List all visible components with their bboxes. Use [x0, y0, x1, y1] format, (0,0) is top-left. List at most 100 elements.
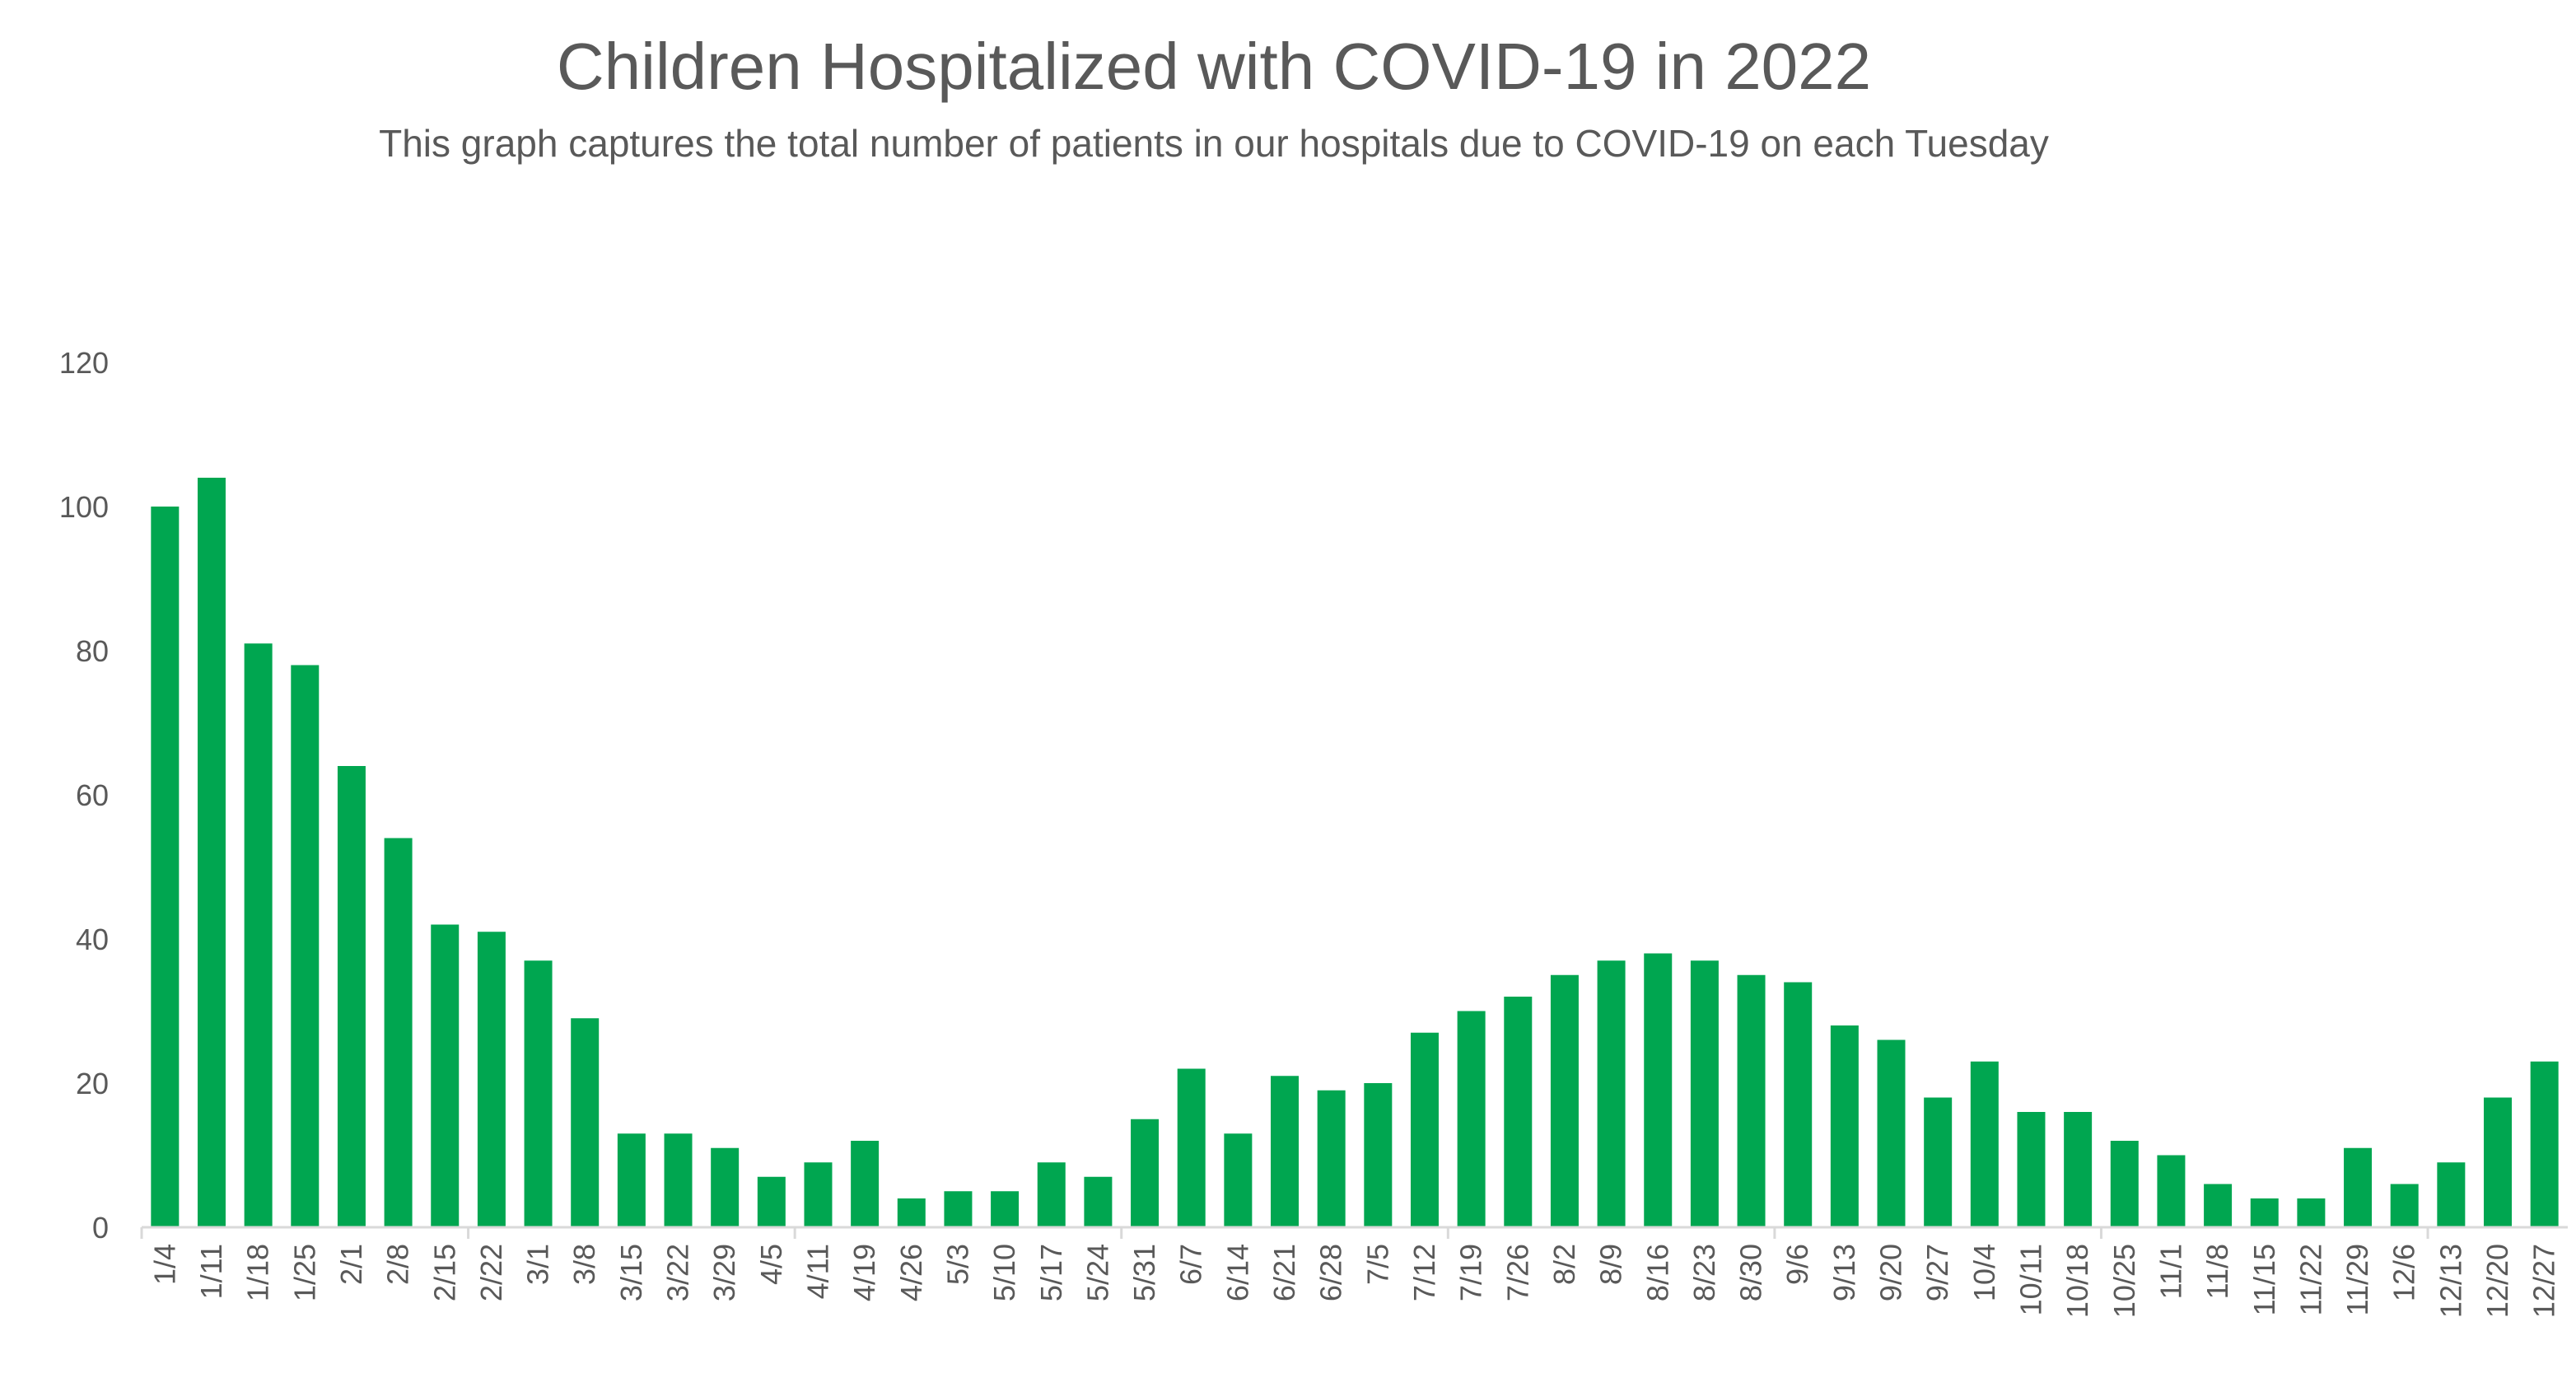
- x-tick-label: 5/10: [987, 1244, 1021, 1301]
- x-tick-label: 10/25: [2107, 1244, 2141, 1318]
- x-tick-label: 2/15: [427, 1244, 461, 1301]
- x-tick-label: 6/28: [1314, 1244, 1348, 1301]
- x-tick-label: 12/20: [2480, 1244, 2514, 1318]
- x-tick-label: 9/27: [1920, 1244, 1954, 1301]
- chart-title: Children Hospitalized with COVID-19 in 2…: [557, 30, 1871, 103]
- bar: [711, 1147, 740, 1227]
- x-tick-label: 2/1: [334, 1244, 368, 1285]
- x-tick-label: 7/12: [1407, 1244, 1441, 1301]
- x-tick-label: 5/31: [1127, 1244, 1161, 1301]
- x-tick-label: 12/13: [2434, 1244, 2467, 1318]
- bar: [2250, 1198, 2279, 1227]
- bar: [1271, 1076, 1300, 1227]
- x-tick-label: 10/18: [2060, 1244, 2094, 1318]
- x-tick-label: 11/29: [2340, 1244, 2374, 1315]
- x-tick-label: 10/11: [2014, 1244, 2047, 1315]
- x-tick-label: 7/26: [1500, 1244, 1534, 1301]
- bar: [291, 665, 320, 1227]
- bar: [197, 478, 226, 1227]
- bar: [151, 507, 180, 1227]
- bar: [1597, 960, 1626, 1227]
- x-tick-label: 6/14: [1220, 1244, 1254, 1301]
- bar: [524, 960, 553, 1227]
- y-tick-label: 0: [92, 1211, 109, 1245]
- bar: [1317, 1090, 1346, 1227]
- bar: [1177, 1068, 1206, 1227]
- bar: [1224, 1133, 1253, 1227]
- bar: [2204, 1184, 2233, 1227]
- bar: [431, 924, 460, 1227]
- bar: [2437, 1162, 2466, 1227]
- bars: [151, 478, 2559, 1227]
- x-tick-label: 1/4: [147, 1244, 181, 1285]
- bar: [1784, 982, 1813, 1227]
- x-tick-label: 11/1: [2154, 1244, 2187, 1299]
- bar: [1457, 1011, 1486, 1227]
- x-tick-label: 4/5: [754, 1244, 788, 1285]
- x-tick-label: 3/1: [521, 1244, 555, 1285]
- x-tick-label: 1/18: [241, 1244, 275, 1301]
- bar: [1924, 1097, 1953, 1227]
- x-tick-label: 3/8: [567, 1244, 601, 1285]
- x-tick-label: 5/17: [1034, 1244, 1068, 1301]
- bar: [1364, 1083, 1393, 1227]
- x-tick-label: 3/22: [661, 1244, 695, 1301]
- x-tick-label: 4/19: [847, 1244, 881, 1301]
- x-tick-label: 10/4: [1967, 1244, 2001, 1301]
- x-tick-label: 4/11: [800, 1244, 834, 1299]
- x-tick-label: 3/15: [614, 1244, 648, 1301]
- bar: [2157, 1155, 2186, 1227]
- bar: [2297, 1198, 2326, 1227]
- x-tick-label: 11/15: [2247, 1244, 2281, 1315]
- bar: [944, 1191, 973, 1227]
- bar: [1737, 974, 1766, 1227]
- bar: [337, 766, 366, 1227]
- x-tick-label: 1/25: [287, 1244, 321, 1301]
- x-tick-label: 11/8: [2200, 1244, 2234, 1299]
- bar: [851, 1141, 880, 1227]
- bar: [1550, 974, 1579, 1227]
- bar: [664, 1133, 693, 1227]
- bar: [477, 932, 506, 1227]
- bar: [1084, 1176, 1113, 1227]
- bar: [244, 643, 273, 1227]
- x-tick-label: 7/19: [1454, 1244, 1488, 1301]
- bar: [2390, 1184, 2419, 1227]
- x-tick-label: 1/11: [194, 1244, 228, 1299]
- bar: [2064, 1112, 2093, 1227]
- bar: [991, 1191, 1020, 1227]
- bar: [757, 1176, 786, 1227]
- bar: [2530, 1061, 2559, 1227]
- bar: [1131, 1119, 1160, 1227]
- bar: [2110, 1141, 2139, 1227]
- y-axis-tick-labels: 0 20 40 60 80 100 120: [59, 346, 109, 1245]
- bar: [1970, 1061, 1999, 1227]
- bar: [571, 1018, 600, 1227]
- y-tick-label: 60: [76, 778, 109, 812]
- x-tick-label: 6/21: [1267, 1244, 1301, 1301]
- bar: [897, 1198, 926, 1227]
- x-tick-label: 11/22: [2294, 1244, 2327, 1315]
- x-tick-label: 2/22: [474, 1244, 508, 1301]
- bar: [1877, 1039, 1906, 1227]
- x-tick-label: 3/29: [707, 1244, 741, 1301]
- bar: [2484, 1097, 2513, 1227]
- x-tick-label: 8/30: [1734, 1244, 1768, 1301]
- x-tick-label: 5/24: [1080, 1244, 1114, 1301]
- x-axis-tick-labels: 1/4 1/11 1/18 1/25 2/1 2/8 2/15 2/22 3/1 3/8 3/15 3…: [147, 1244, 2560, 1318]
- chart-subtitle: This graph captures the total number of …: [379, 122, 2049, 165]
- x-tick-label: 12/6: [2387, 1244, 2421, 1301]
- bar: [2017, 1112, 2046, 1227]
- bar: [804, 1162, 833, 1227]
- x-tick-label: 8/9: [1594, 1244, 1628, 1285]
- x-tick-label: 12/27: [2527, 1244, 2561, 1318]
- x-tick-label: 6/7: [1174, 1244, 1208, 1285]
- x-tick-label: 7/5: [1360, 1244, 1394, 1285]
- bar: [1830, 1025, 1859, 1227]
- bar: [1037, 1162, 1066, 1227]
- y-tick-label: 80: [76, 634, 109, 668]
- bar: [1690, 960, 1719, 1227]
- x-tick-label: 5/3: [940, 1244, 974, 1285]
- y-tick-label: 40: [76, 923, 109, 956]
